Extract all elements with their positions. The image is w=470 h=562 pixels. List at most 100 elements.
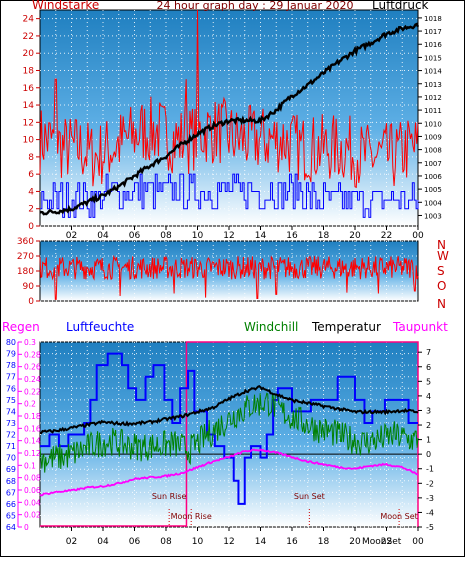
rain-tick-label: 0.12: [24, 449, 41, 458]
temperature-tick-label: 7: [426, 348, 431, 357]
panel-temperature-humidity: Sun Rise Moon Rise Sun Set Moon Set 0 0.02 0.…: [2, 320, 448, 547]
pressure-tick-label: 1015: [424, 54, 442, 62]
pressure-tick-label: 1010: [424, 120, 442, 128]
panel3-time-axis: 02 04 06 08 10 12 14 16 18 20 22 00: [66, 527, 424, 547]
windspeed-tick-label: 8: [28, 153, 34, 163]
panel1-series: [39, 9, 420, 218]
direction-tick-label: 270: [17, 252, 34, 262]
x-tick-label: 10: [192, 537, 204, 547]
luftdruck-label: Luftdruck: [372, 0, 429, 12]
x-tick-label: 18: [318, 231, 330, 241]
x-tick-label: 02: [66, 537, 77, 547]
panel3-temperature-axis: -5 -4 -3 -2 -1 0 1 2 3 4 5 6 7: [418, 348, 434, 532]
humidity-tick-label: 65: [6, 511, 16, 520]
pressure-tick-label: 1003: [424, 212, 442, 220]
humidity-tick-label: 76: [6, 384, 16, 393]
windspeed-tick-label: 16: [23, 84, 35, 94]
luftfeuchte-label: Luftfeuchte: [66, 320, 134, 334]
x-tick-label: 08: [160, 231, 172, 241]
humidity-tick-label: 77: [6, 373, 16, 382]
rain-tick-label: 0: [24, 523, 29, 532]
luftdruck-line: [39, 22, 420, 216]
windstarke-gust-line: [39, 9, 419, 189]
humidity-tick-label: 78: [6, 361, 16, 370]
x-tick-label: 14: [255, 537, 267, 547]
x-tick-label: 22: [381, 537, 392, 547]
moonset-tick-label: MoonSet: [362, 537, 402, 547]
temperature-tick-label: 5: [426, 377, 431, 386]
windchill-label: Windchill: [244, 320, 298, 334]
pressure-tick-label: 1014: [424, 68, 442, 76]
event-label: Moon Rise: [171, 512, 212, 521]
humidity-tick-label: 75: [6, 396, 16, 405]
rain-tick-label: 0.06: [24, 486, 41, 495]
temperature-tick-label: -5: [426, 523, 434, 532]
compass-label: S: [437, 264, 445, 278]
luftfeuchte-line: [40, 352, 418, 505]
chart-title: 24 hour graph day : 29 Januar 2020: [157, 0, 354, 12]
panel1-time-axis: 02 04 06 08 10 12 14 16 18 20 22 00: [66, 226, 424, 241]
panel1-pressure-axis: 1003 1004 1005 1006 1007 1008 1009 1010 1011 1012…: [418, 15, 442, 220]
rain-tick-label: 0.2: [24, 400, 36, 409]
rain-tick-label: 0.24: [24, 375, 41, 384]
pressure-tick-label: 1013: [424, 81, 442, 89]
rain-tick-label: 0.28: [24, 350, 41, 359]
temperatur-label: Temperatur: [311, 320, 381, 334]
compass-label: N: [437, 297, 446, 311]
windspeed-tick-label: 4: [28, 187, 34, 197]
direction-tick-label: 90: [23, 282, 35, 292]
humidity-tick-label: 80: [6, 338, 16, 347]
x-tick-label: 06: [129, 231, 141, 241]
event-label: Sun Rise: [152, 492, 187, 501]
temperature-tick-label: -1: [426, 465, 434, 474]
pressure-tick-label: 1006: [424, 173, 442, 181]
humidity-tick-label: 68: [6, 477, 16, 486]
rain-tick-label: 0.18: [24, 412, 41, 421]
windstarke-label: Windstarke: [32, 0, 99, 12]
x-tick-label: 06: [129, 537, 141, 547]
x-tick-label: 14: [255, 231, 267, 241]
temperature-tick-label: 2: [426, 421, 431, 430]
pressure-tick-label: 1004: [424, 199, 442, 207]
rain-tick-label: 0.14: [24, 437, 41, 446]
x-tick-label: 10: [192, 231, 204, 241]
temperature-tick-label: 3: [426, 406, 431, 415]
temperatur-line: [39, 384, 419, 435]
rain-tick-label: 0.08: [24, 474, 41, 483]
direction-tick-label: 180: [17, 267, 34, 277]
x-tick-label: 04: [97, 231, 109, 241]
regen-label: Regen: [2, 320, 40, 334]
humidity-tick-label: 79: [6, 350, 16, 359]
x-tick-label: 12: [223, 537, 234, 547]
pressure-tick-label: 1007: [424, 160, 442, 168]
windrichtung-line: [39, 255, 419, 300]
panel3-sun-moon-events: Sun Rise Moon Rise Sun Set Moon Set: [152, 492, 418, 527]
humidity-tick-label: 72: [6, 431, 16, 440]
temperature-tick-label: 4: [426, 392, 431, 401]
direction-tick-label: 0: [28, 297, 34, 307]
temperature-tick-label: 0: [426, 450, 431, 459]
pressure-tick-label: 1016: [424, 41, 442, 49]
rain-tick-label: 0.02: [24, 511, 41, 520]
humidity-tick-label: 64: [6, 523, 16, 532]
humidity-tick-label: 73: [6, 419, 16, 428]
taupunkt-label: Taupunkt: [392, 320, 448, 334]
windspeed-tick-label: 22: [23, 32, 34, 42]
humidity-tick-label: 67: [6, 488, 16, 497]
rain-tick-label: 0.04: [24, 498, 41, 507]
x-tick-label: 20: [349, 231, 361, 241]
event-label: Moon Set: [380, 512, 417, 521]
panel3-humidity-axis: 64 65 66 67 68 69 70 71 72 73 74 75 76 77 78 79 80: [6, 338, 16, 532]
rain-tick-label: 0.1: [24, 461, 36, 470]
windspeed-tick-label: 20: [23, 49, 35, 59]
panel3-rain-axis: 0 0.02 0.04 0.06 0.08 0.1 0.12 0.14 0.16 0.18 0.2 0…: [17, 338, 41, 532]
rain-tick-label: 0.22: [24, 387, 41, 396]
pressure-tick-label: 1011: [424, 107, 442, 115]
humidity-tick-label: 66: [6, 500, 16, 509]
x-tick-label: 00: [412, 537, 424, 547]
panel3-rain-bars: [40, 341, 419, 527]
event-label: Sun Set: [294, 492, 325, 501]
x-tick-label: 18: [318, 537, 330, 547]
